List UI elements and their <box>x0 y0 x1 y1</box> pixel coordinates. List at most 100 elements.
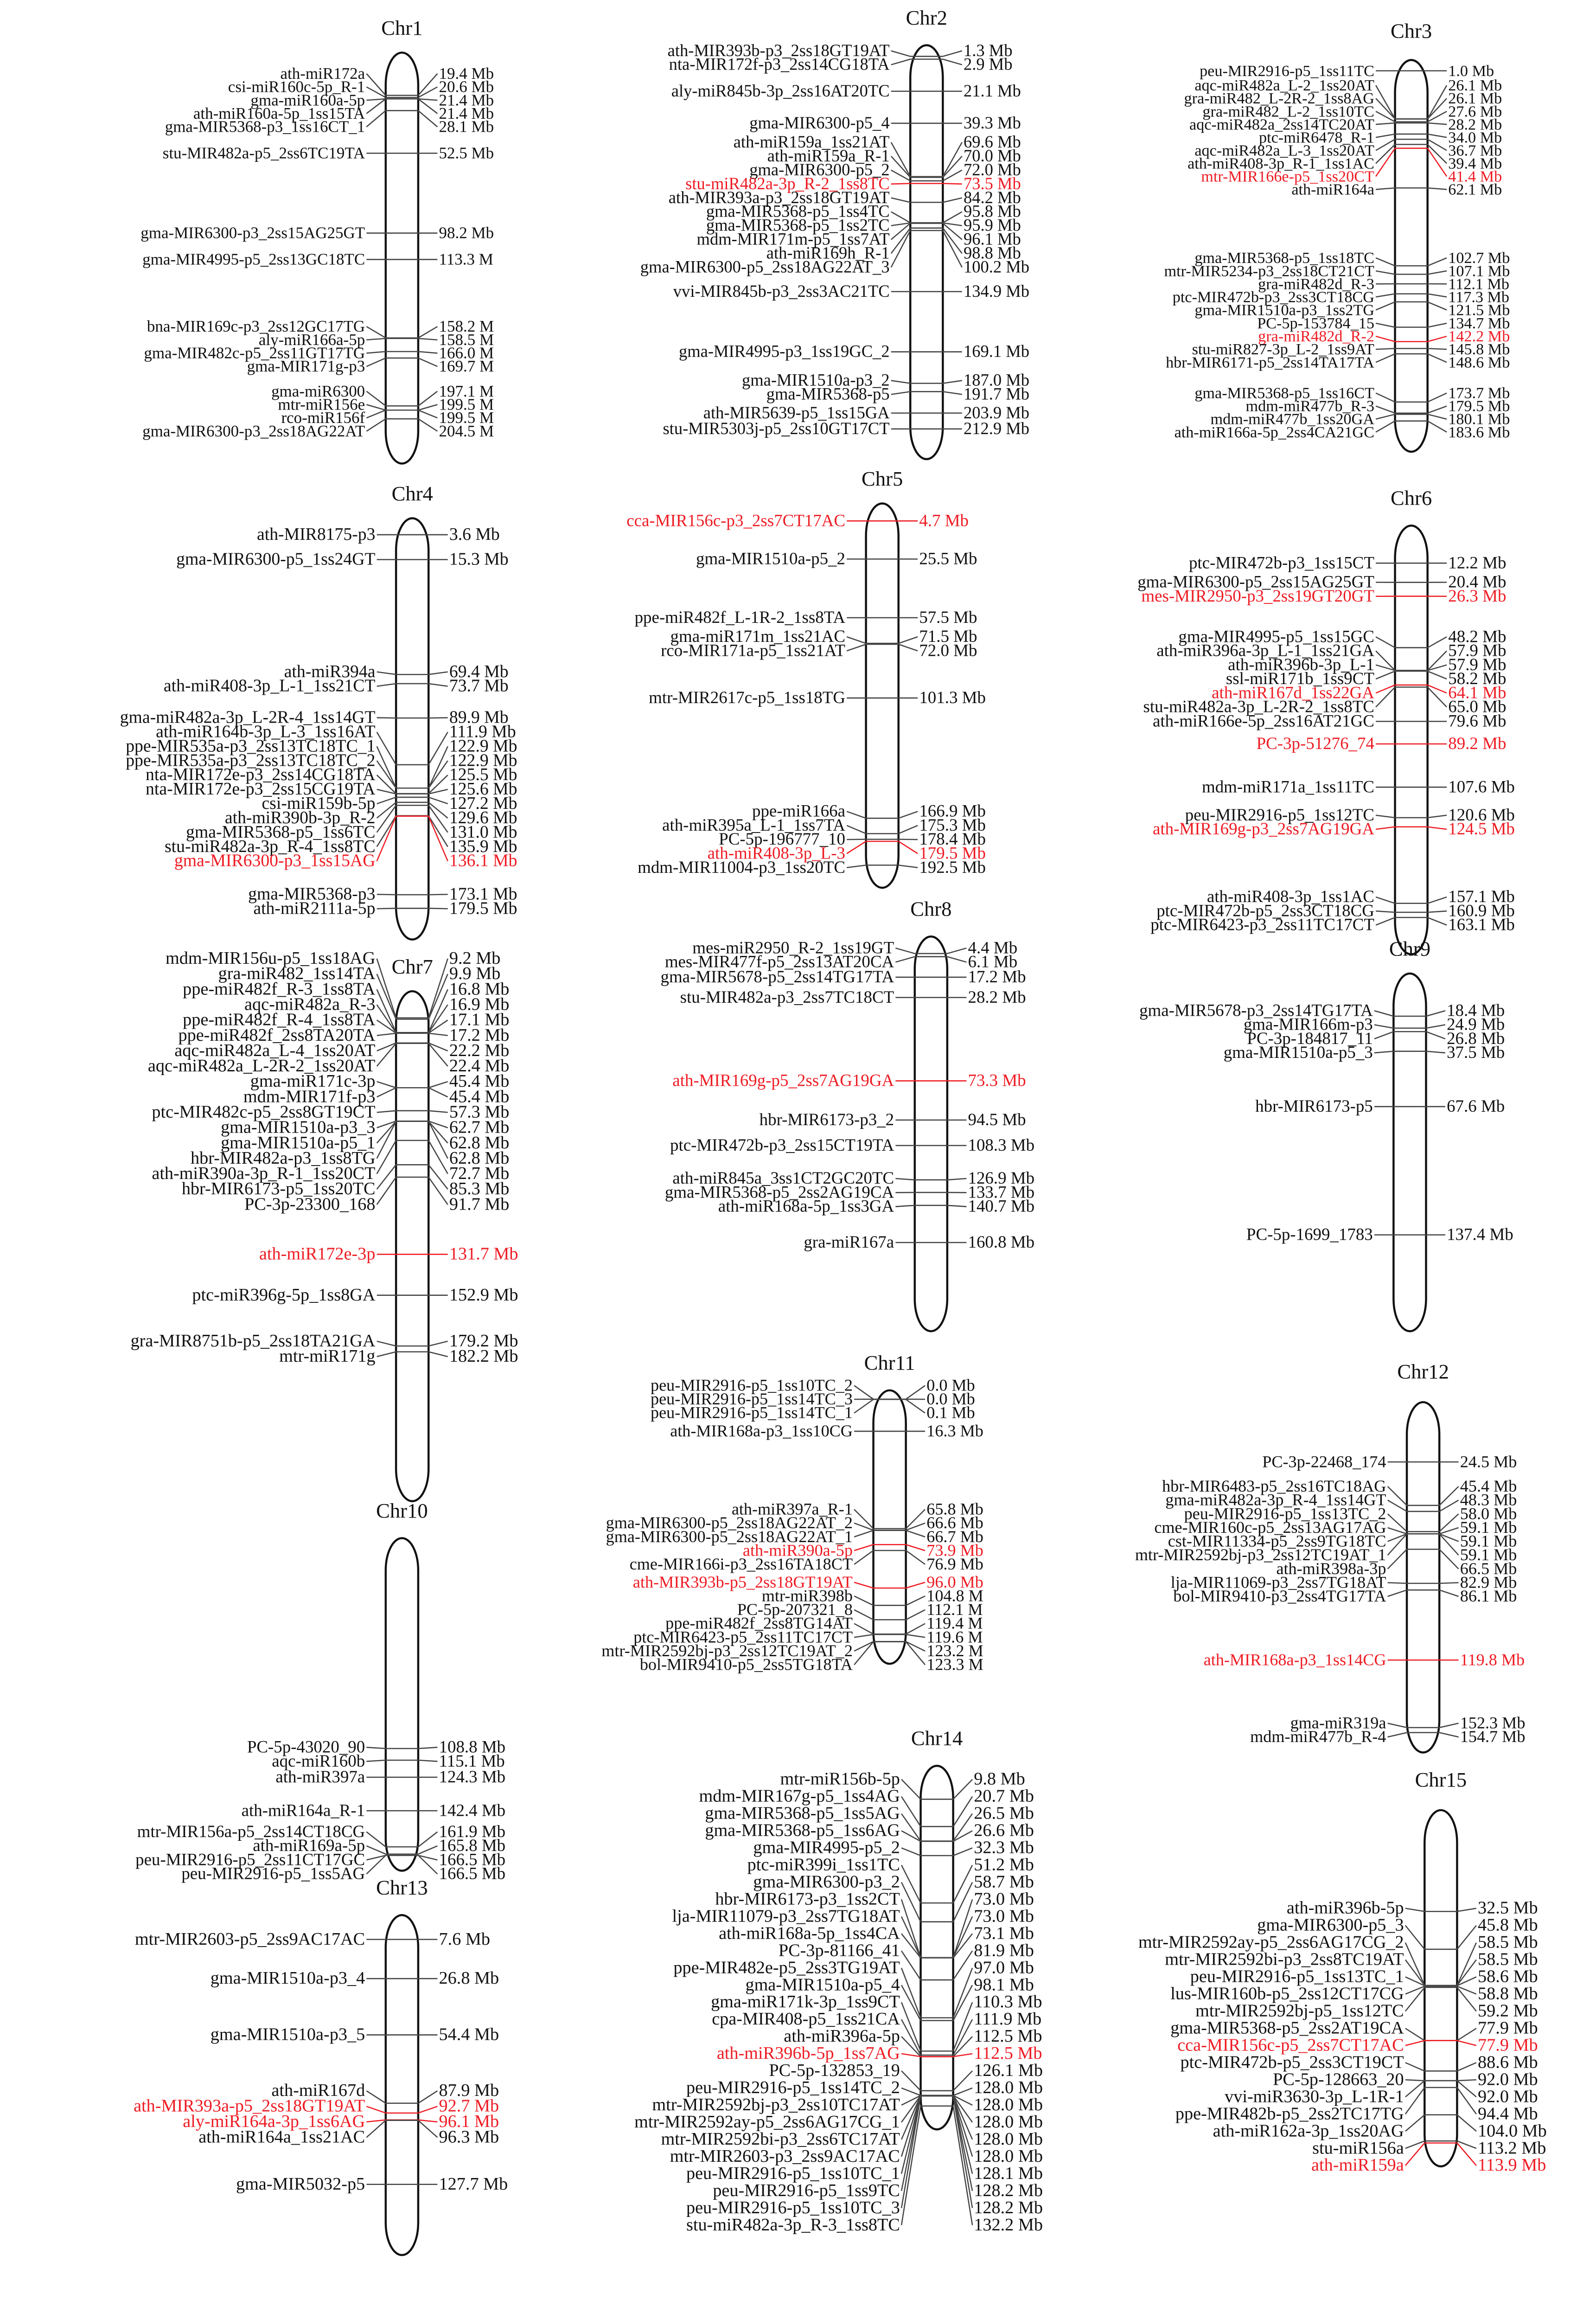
leader-line-left <box>1387 1723 1407 1729</box>
mirna-label: hbr-MIR6171-p5_2ss14TA17TA <box>1166 354 1374 371</box>
position-label: 169.1 Mb <box>964 342 1029 361</box>
locus-marker: ath-miR164a 62.1 Mb <box>1291 181 1502 199</box>
locus-marker: aly-miR164a-3p_1ss6AG 96.1 Mb <box>183 2112 499 2131</box>
leader-line-right <box>418 2120 438 2138</box>
leader-line-right <box>1426 1051 1446 1054</box>
locus-marker: mes-MIR477f-p5_2ss13AT20CA 6.1 Mb <box>665 952 1017 971</box>
mirna-label: PC-3p-23300_168 <box>244 1194 376 1214</box>
locus-marker: aqc-miR482a_2ss14TC20AT 28.2 Mb <box>1189 116 1502 133</box>
locus-marker: gma-miR171c-3p 45.4 Mb <box>250 1071 510 1091</box>
locus-marker: gma-miR171k-3p_1ss9CT 110.3 Mb <box>711 1992 1042 2052</box>
locus-marker: bol-MIR9410-p5_2ss5TG18TA 123.3 M <box>640 1641 983 1674</box>
position-label: 26.8 Mb <box>1447 1029 1505 1048</box>
position-label: 16.9 Mb <box>449 994 510 1014</box>
leader-line-left <box>377 1121 396 1128</box>
mirna-label: gma-MIR5368-p5_2ss2AG19CA <box>665 1182 894 1201</box>
mirna-label: stu-MIR482a-p5_2ss6TC19TA <box>163 144 365 162</box>
locus-marker: lja-MIR11079-p3_2ss7TG18AT 73.0 Mb <box>672 1906 1034 1959</box>
leader-line-right <box>953 2095 973 2106</box>
locus-marker: mtr-MIR2603-p3_2ss9AC17AC 128.0 Mb <box>670 2095 1043 2166</box>
leader-line-left <box>1405 2080 1425 2098</box>
leader-line-left <box>1375 684 1396 694</box>
leader-line-right <box>428 775 448 794</box>
locus-marker: peu-MIR2916-p5_1ss5AG 166.5 Mb <box>181 1855 505 1883</box>
position-label: 212.9 Mb <box>964 419 1029 438</box>
mirna-label: gma-MIR4995-p3_1ss19GC_2 <box>679 342 890 361</box>
mirna-label: PC-5p-132853_19 <box>769 2061 900 2080</box>
leader-line-left <box>854 1623 874 1635</box>
mirna-label: ath-miR390a-5p <box>743 1541 853 1559</box>
leader-line-right <box>1457 2040 1477 2046</box>
mirna-label: peu-MIR2916-p5_1ss9TC <box>713 2181 900 2200</box>
mirna-label: aqc-miR482a_L-2_1ss20AT <box>1194 77 1374 94</box>
leader-line-left <box>895 1204 915 1207</box>
locus-marker: hbr-MIR6173-p3_2 94.5 Mb <box>760 1110 1026 1129</box>
mirna-label: mtr-MIR2592bi-p3_2ss6TC17AT <box>661 2129 900 2149</box>
leader-line-right <box>1427 133 1447 138</box>
leader-line-left <box>376 989 397 1033</box>
leader-line-right <box>418 2090 438 2104</box>
chromosome-body <box>1424 1809 1458 2168</box>
position-label: 158.2 M <box>439 317 494 335</box>
leader-line-left <box>1405 2028 1425 2041</box>
leader-line-right <box>428 1351 448 1358</box>
position-label: 122.9 Mb <box>449 750 517 770</box>
position-label: 152.9 Mb <box>449 1285 518 1305</box>
position-label: 187.0 Mb <box>964 371 1029 390</box>
leader-line-left <box>377 788 396 794</box>
locus-marker: ath-miR160a-5p_1ss15TA 21.4 Mb <box>193 98 494 122</box>
leader-line-right <box>905 1509 926 1529</box>
position-label: 81.9 Mb <box>974 1941 1034 1960</box>
locus-marker: gma-MIR5368-p5_1ss18TC 102.7 Mb <box>1194 250 1510 267</box>
leader-line-left <box>846 840 867 854</box>
mirna-label: mdm-miR171a_1ss11TC <box>1202 777 1374 796</box>
locus-marker: ath-MIR168a-p3_1ss10CG 16.3 Mb <box>670 1422 983 1440</box>
mirna-label: stu-miR482a-3p_R-4_1ss8TC <box>165 837 376 856</box>
locus-marker: peu-MIR2916-p5_1ss10TC_2 0.0 Mb <box>651 1376 975 1400</box>
mirna-label: cme-MIR160c-p5_2ss13AG17AG <box>1154 1518 1386 1537</box>
leader-line-right <box>1427 322 1447 328</box>
leader-line-left <box>1405 1908 1425 1912</box>
mirna-label: vvi-MIR845b-p3_2ss3AC21TC <box>673 282 890 301</box>
chromosome-body <box>395 990 430 1502</box>
leader-line-left <box>854 1544 874 1551</box>
locus-marker: mtr-MIR166e-p5_1ss20CT 41.4 Mb <box>1201 147 1502 186</box>
leader-line-left <box>376 1164 397 1190</box>
position-label: 94.4 Mb <box>1478 2104 1538 2123</box>
locus-marker: gma-MIR1510a-p3_2 187.0 Mb <box>742 371 1029 390</box>
locus-marker: ath-MIR393a-p5_2ss18GT19AT 92.7 Mb <box>134 2096 499 2116</box>
position-label: 120.6 Mb <box>1448 805 1515 824</box>
leader-line-left <box>366 86 386 98</box>
leader-line-right <box>1439 1527 1459 1535</box>
leader-line-left <box>901 2087 921 2096</box>
locus-marker: bna-MIR169c-p3_2ss12GC17TG 158.2 M <box>147 317 494 339</box>
leader-line-right <box>428 1164 448 1190</box>
position-label: 12.2 Mb <box>1448 553 1506 572</box>
mirna-label: ath-miR396b-5p_1ss7AG <box>717 2044 900 2063</box>
leader-line-left <box>1404 1959 1425 1986</box>
leader-line-left <box>366 1759 386 1762</box>
leader-line-left <box>377 1032 396 1036</box>
mirna-label: rco-MIR171a-p5_1ss21AT <box>661 641 845 660</box>
leader-line-right <box>1427 270 1447 275</box>
position-label: 1.3 Mb <box>964 41 1013 60</box>
leader-line-left <box>854 1582 874 1589</box>
mirna-label: gra-miR482d_R-2 <box>1258 328 1374 345</box>
position-label: 142.2 Mb <box>1448 328 1510 345</box>
mirna-label: ath-miR166a-5p_2ss4CA21GC <box>1175 424 1374 441</box>
leader-line-right <box>1427 257 1447 267</box>
position-label: 69.6 Mb <box>964 132 1021 151</box>
mirna-label: mdm-MIR11004-p3_1ss20TC <box>638 858 845 877</box>
mirna-label: gma-MIR4995-p5_1ss15GC <box>1178 627 1374 646</box>
position-label: 58.7 Mb <box>974 1872 1034 1891</box>
position-label: 98.8 Mb <box>964 243 1021 263</box>
position-label: 98.2 Mb <box>439 224 494 242</box>
leader-line-left <box>1387 1589 1407 1597</box>
locus-marker: ath-miR2111a-5p 179.5 Mb <box>253 898 517 918</box>
locus-marker: ptc-MIR6423-p3_2ss11TC17CT 163.1 Mb <box>1150 915 1515 934</box>
chromosome-body <box>1392 972 1427 1332</box>
locus-marker: stu-miR482a-3p_R-2_1ss8TC 73.5 Mb <box>685 174 1021 193</box>
mirna-label: ath-miR169a-5p <box>253 1836 365 1855</box>
leader-line-left <box>890 155 911 178</box>
